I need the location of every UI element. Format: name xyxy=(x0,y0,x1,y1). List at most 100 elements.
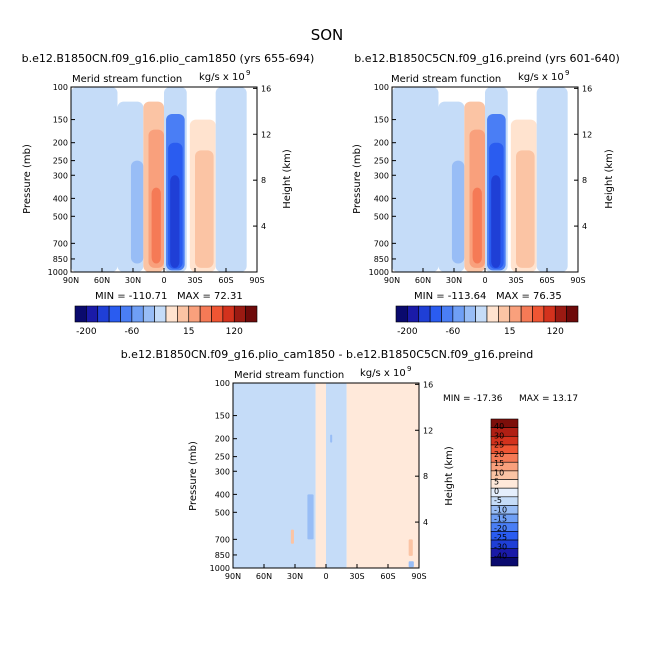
y-tick-label: 400 xyxy=(374,194,389,203)
panel-3-subtitle-right: kg/s x 10 xyxy=(360,368,406,379)
y2-tick-label: 12 xyxy=(261,130,271,139)
colorbar-swatch xyxy=(154,305,167,323)
x-tick-label: 90N xyxy=(63,276,79,285)
colorbar-label: 120 xyxy=(547,327,564,337)
y-tick-label: 200 xyxy=(53,139,68,148)
y-tick-label: 300 xyxy=(215,467,230,476)
colorbar-swatch xyxy=(543,305,556,323)
panel-2-max: MAX = 76.35 xyxy=(496,291,562,302)
colorbar-swatch xyxy=(395,305,408,323)
y2-tick-label: 12 xyxy=(582,130,592,139)
y-tick-label: 700 xyxy=(215,535,230,544)
colorbar-label: 10 xyxy=(494,468,504,477)
x-tick-label: 0 xyxy=(161,276,166,285)
colorbar-label: -10 xyxy=(494,505,507,514)
colorbar-swatch xyxy=(418,305,431,323)
contour-region xyxy=(472,187,482,264)
colorbar-label: -200 xyxy=(76,327,97,337)
colorbar-label: -5 xyxy=(494,496,502,505)
y-tick-label: 1000 xyxy=(48,268,68,277)
y-tick-label: 500 xyxy=(215,508,230,517)
panel-2: b.e12.B1850C5CN.f09_g16.preind (yrs 601-… xyxy=(352,52,620,337)
contour-region xyxy=(233,383,316,568)
panel-1-max: MAX = 72.31 xyxy=(177,291,243,302)
contour-region xyxy=(451,160,465,264)
contour-region xyxy=(307,494,314,540)
colorbar-swatch xyxy=(97,305,110,323)
colorbar-swatch xyxy=(199,305,212,323)
colorbar-label: 40 xyxy=(494,422,504,431)
y-tick-label: 700 xyxy=(374,239,389,248)
y-tick-label: 850 xyxy=(374,255,389,264)
colorbar-label: 15 xyxy=(504,327,515,337)
y-tick-label: 1000 xyxy=(210,564,230,573)
x-tick-label: 30S xyxy=(349,572,364,581)
panel-2-subtitle-left: Merid stream function xyxy=(391,74,501,85)
colorbar-swatch xyxy=(86,305,99,323)
colorbar-swatch xyxy=(131,305,144,323)
y2-tick-label: 4 xyxy=(582,222,587,231)
y2-tick-label: 16 xyxy=(261,84,271,93)
panel-2-plot: 90N 60N 30N 0 30S 60S 90S 100 150 200 250 300 400 500… xyxy=(369,83,593,285)
contour-region xyxy=(536,87,568,272)
y-tick-label: 400 xyxy=(53,194,68,203)
panel-3-title: b.e12.B1850CN.f09_g16.plio_cam1850 - b.e… xyxy=(121,348,534,361)
colorbar-label: 5 xyxy=(494,478,499,487)
colorbar-swatch xyxy=(475,305,488,323)
colorbar-swatch xyxy=(211,305,224,323)
contour-region xyxy=(408,561,414,568)
panel-1-subtitle-left: Merid stream function xyxy=(72,74,182,85)
colorbar-swatch xyxy=(222,305,235,323)
y-tick-label: 150 xyxy=(215,412,230,421)
colorbar-label: -25 xyxy=(494,533,507,542)
colorbar-swatch xyxy=(532,305,545,323)
colorbar-label: 25 xyxy=(494,441,504,450)
contour-region xyxy=(326,383,347,568)
contour-region xyxy=(346,383,419,568)
x-tick-label: 90S xyxy=(570,276,585,285)
panel-2-subtitle-right: kg/s x 10 xyxy=(518,72,564,83)
x-tick-label: 60N xyxy=(94,276,110,285)
colorbar-swatch xyxy=(120,305,133,323)
y2-tick-label: 16 xyxy=(582,84,592,93)
panel-2-subtitle-exp: 9 xyxy=(565,69,569,77)
y2-tick-label: 16 xyxy=(423,380,433,389)
colorbar-swatch xyxy=(245,305,258,323)
x-tick-label: 30N xyxy=(287,572,303,581)
panel-1-min: MIN = -110.71 xyxy=(95,291,167,302)
contour-region xyxy=(315,383,326,568)
y-tick-label: 100 xyxy=(374,83,389,92)
panel-2-min: MIN = -113.64 xyxy=(414,291,486,302)
contour-region xyxy=(130,160,144,264)
contour-region xyxy=(491,175,501,268)
colorbar-label: -200 xyxy=(397,327,418,337)
panel-1-subtitle-exp: 9 xyxy=(246,69,250,77)
colorbar-label: -60 xyxy=(125,327,140,337)
colorbar-label: -40 xyxy=(494,552,507,561)
x-tick-label: 30N xyxy=(446,276,462,285)
x-tick-label: 60S xyxy=(218,276,233,285)
colorbar-swatch xyxy=(74,305,87,323)
colorbar-label: 15 xyxy=(183,327,194,337)
colorbar-swatch xyxy=(520,305,533,323)
y2-tick-label: 4 xyxy=(261,222,266,231)
panel-2-title: b.e12.B1850C5CN.f09_g16.preind (yrs 601-… xyxy=(354,52,620,65)
colorbar-swatch xyxy=(188,305,201,323)
panel-1-title: b.e12.B1850CN.f09_g16.plio_cam1850 (yrs … xyxy=(22,52,315,65)
panel-2-y2label: Height (km) xyxy=(604,149,615,209)
x-tick-label: 90S xyxy=(249,276,264,285)
y2-tick-label: 8 xyxy=(582,176,587,185)
panel-1-y2label: Height (km) xyxy=(282,149,293,209)
colorbar-swatch xyxy=(233,305,246,323)
y-tick-label: 850 xyxy=(215,551,230,560)
colorbar-swatch xyxy=(452,305,465,323)
panel-3-min: MIN = -17.36 xyxy=(443,394,503,404)
y-tick-label: 400 xyxy=(215,490,230,499)
y-tick-label: 200 xyxy=(215,435,230,444)
colorbar-label: 20 xyxy=(494,450,504,459)
colorbar-label: 15 xyxy=(494,459,504,468)
panel-1-plot: 90N 60N 30N 0 30S 60S 90S 100 150 200 250 300 400 500… xyxy=(48,83,272,285)
colorbar-label: 120 xyxy=(226,327,243,337)
x-tick-label: 0 xyxy=(482,276,487,285)
